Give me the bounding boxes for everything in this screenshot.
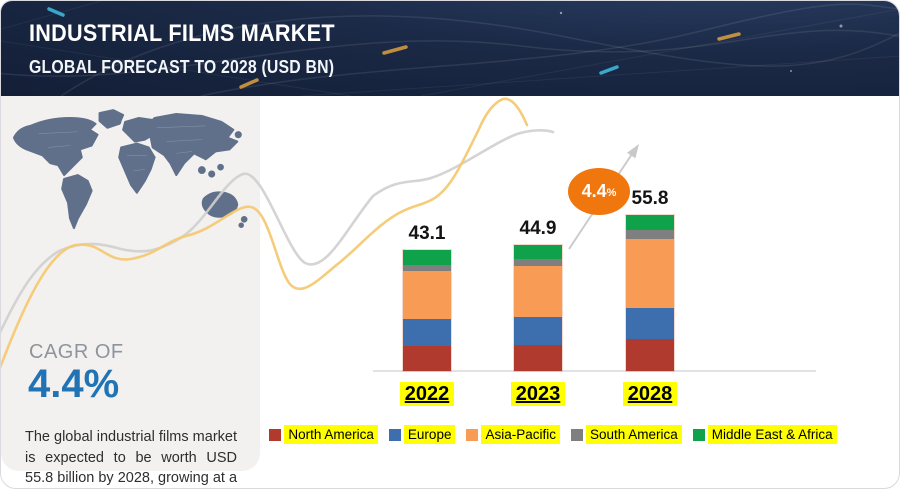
header-banner: INDUSTRIAL FILMS MARKET GLOBAL FORECAST … <box>1 1 899 96</box>
growth-badge: 4.4 % <box>568 168 630 215</box>
bar-segment-north-america <box>626 338 674 371</box>
legend-label: Europe <box>403 425 456 444</box>
legend-label: Asia-Pacific <box>481 425 560 444</box>
x-axis-label-2023[interactable]: 2023 <box>488 382 588 406</box>
bar-segment-south-america <box>626 229 674 239</box>
legend-swatch-icon <box>466 428 479 441</box>
x-axis-label-2022[interactable]: 2022 <box>377 382 477 406</box>
bar-segment-north-america <box>514 344 562 371</box>
growth-badge-unit: % <box>606 187 617 199</box>
bar-segment-middle-east-africa <box>626 214 674 230</box>
legend-label: South America <box>586 425 682 444</box>
chart-legend: North America Europe Asia-Pacific South Ame… <box>269 425 837 444</box>
legend-swatch-icon <box>571 428 583 441</box>
bar-segment-north-america <box>403 346 451 371</box>
bar-value-label: 43.1 <box>408 223 446 245</box>
bar-segment-south-america <box>403 264 451 272</box>
bar-value-label: 44.9 <box>519 218 557 240</box>
legend-label: Middle East & Africa <box>707 425 837 444</box>
page-subtitle: GLOBAL FORECAST TO 2028 (USD BN) <box>29 57 335 77</box>
bar-segment-asia-pacific <box>403 271 451 320</box>
stacked-bar-2028 <box>626 214 674 371</box>
bar-segment-middle-east-africa <box>403 250 451 265</box>
legend-item-middle-east-africa: Middle East & Africa <box>692 425 837 444</box>
legend-item-north-america: North America <box>269 425 378 444</box>
legend-swatch-icon <box>269 428 282 441</box>
bar-value-label: 55.8 <box>631 187 669 209</box>
legend-item-europe: Europe <box>388 425 456 444</box>
header-network-graphic <box>1 1 899 96</box>
legend-swatch-icon <box>692 428 705 441</box>
legend-item-asia-pacific: Asia-Pacific <box>466 425 560 444</box>
bar-segment-asia-pacific <box>514 265 562 318</box>
bar-segment-south-america <box>514 259 562 266</box>
x-axis-line <box>373 370 816 372</box>
x-axis-label-2028[interactable]: 2028 <box>600 382 700 406</box>
growth-badge-value: 4.4 <box>581 181 607 201</box>
legend-item-south-america: South America <box>571 425 682 444</box>
legend-label: North America <box>284 425 378 444</box>
stacked-bar-2023 <box>514 245 562 371</box>
legend-swatch-icon <box>388 428 401 441</box>
stacked-bar-2022 <box>403 250 451 371</box>
bar-segment-europe <box>403 319 451 347</box>
bar-segment-asia-pacific <box>626 238 674 308</box>
page-title: INDUSTRIAL FILMS MARKET <box>29 20 335 47</box>
bar-segment-europe <box>514 317 562 345</box>
bar-segment-europe <box>626 307 674 339</box>
bar-segment-middle-east-africa <box>514 245 562 260</box>
